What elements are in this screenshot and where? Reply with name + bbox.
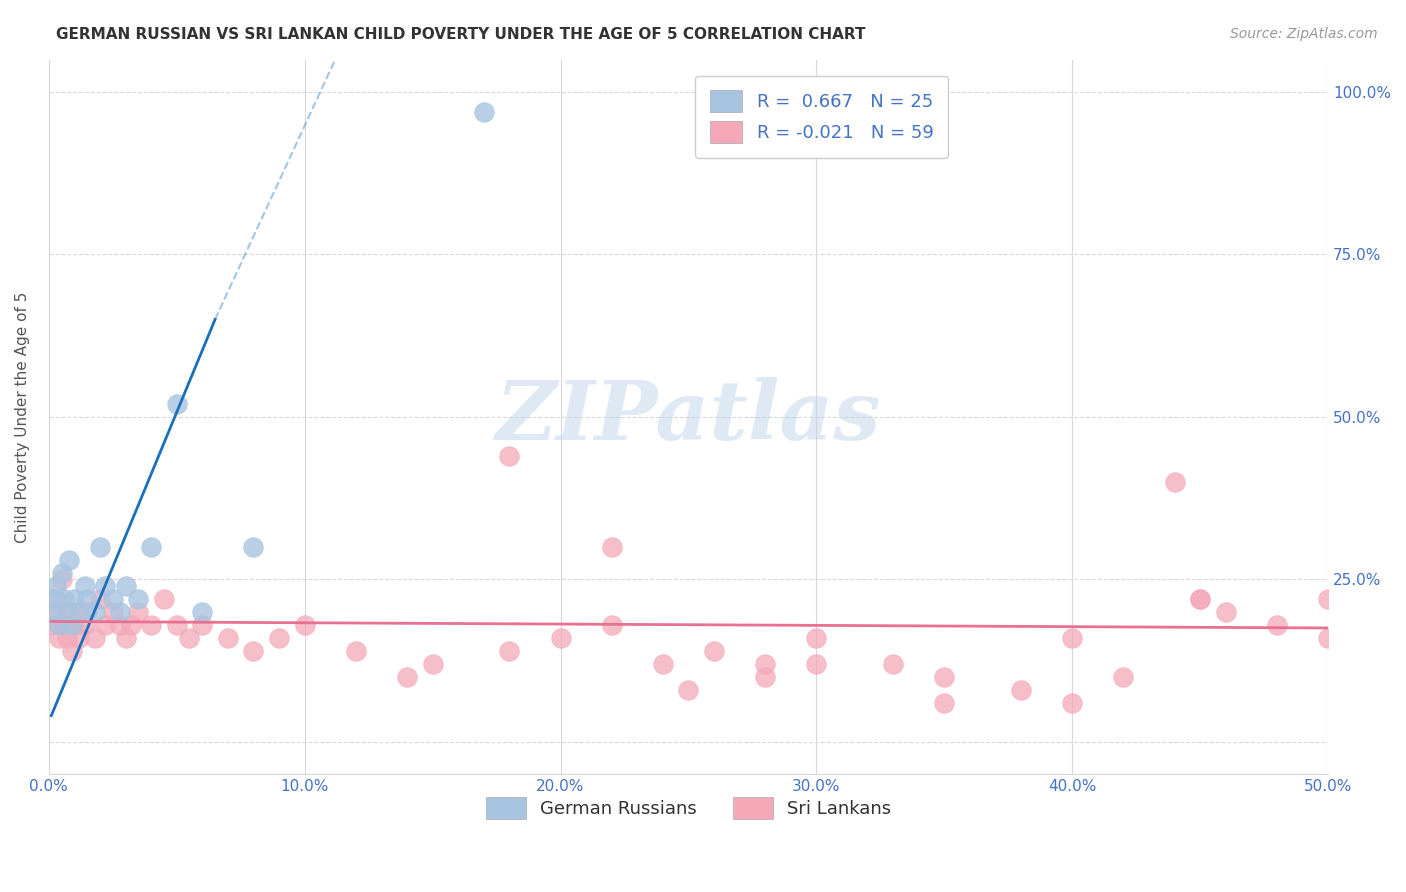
Point — [51, 566, 73, 580]
Point — [1317, 631, 1340, 645]
Point — [166, 617, 188, 632]
Point — [242, 540, 264, 554]
Point — [110, 617, 132, 632]
Point — [83, 631, 105, 645]
Point — [89, 591, 111, 606]
Point — [422, 657, 444, 671]
Point — [498, 449, 520, 463]
Point — [48, 617, 70, 632]
Point — [45, 591, 67, 606]
Point — [1112, 670, 1135, 684]
Point — [191, 605, 214, 619]
Point — [89, 540, 111, 554]
Point — [76, 591, 98, 606]
Point — [73, 617, 96, 632]
Point — [114, 579, 136, 593]
Point — [806, 631, 828, 645]
Point — [1010, 682, 1032, 697]
Point — [51, 572, 73, 586]
Point — [42, 591, 65, 606]
Point — [58, 553, 80, 567]
Point — [73, 579, 96, 593]
Point — [127, 591, 149, 606]
Point — [101, 605, 124, 619]
Point — [754, 657, 776, 671]
Point — [179, 631, 201, 645]
Point — [139, 617, 162, 632]
Point — [110, 605, 132, 619]
Point — [101, 591, 124, 606]
Point — [94, 579, 117, 593]
Point — [703, 643, 725, 657]
Y-axis label: Child Poverty Under the Age of 5: Child Poverty Under the Age of 5 — [15, 291, 30, 542]
Point — [69, 605, 91, 619]
Point — [83, 605, 105, 619]
Point — [114, 631, 136, 645]
Point — [60, 617, 83, 632]
Text: ZIPatlas: ZIPatlas — [496, 376, 882, 457]
Point — [242, 643, 264, 657]
Point — [153, 591, 176, 606]
Point — [127, 605, 149, 619]
Point — [472, 104, 495, 119]
Point — [754, 670, 776, 684]
Point — [55, 605, 77, 619]
Point — [678, 682, 700, 697]
Point — [882, 657, 904, 671]
Point — [550, 631, 572, 645]
Point — [60, 643, 83, 657]
Point — [651, 657, 673, 671]
Point — [498, 643, 520, 657]
Point — [1062, 631, 1084, 645]
Point — [69, 631, 91, 645]
Point — [63, 617, 86, 632]
Point — [267, 631, 290, 645]
Point — [53, 617, 76, 632]
Point — [1215, 605, 1237, 619]
Point — [191, 617, 214, 632]
Point — [600, 540, 623, 554]
Point — [934, 696, 956, 710]
Point — [806, 657, 828, 671]
Point — [58, 605, 80, 619]
Legend: German Russians, Sri Lankans: German Russians, Sri Lankans — [478, 789, 898, 826]
Point — [42, 605, 65, 619]
Point — [395, 670, 418, 684]
Point — [94, 617, 117, 632]
Point — [55, 631, 77, 645]
Point — [1189, 591, 1212, 606]
Point — [139, 540, 162, 554]
Point — [45, 579, 67, 593]
Point — [48, 631, 70, 645]
Point — [1189, 591, 1212, 606]
Point — [1062, 696, 1084, 710]
Point — [1317, 591, 1340, 606]
Point — [1163, 475, 1185, 489]
Point — [39, 617, 62, 632]
Text: Source: ZipAtlas.com: Source: ZipAtlas.com — [1230, 27, 1378, 41]
Point — [63, 591, 86, 606]
Point — [76, 605, 98, 619]
Point — [934, 670, 956, 684]
Point — [120, 617, 142, 632]
Point — [294, 617, 316, 632]
Point — [39, 605, 62, 619]
Point — [600, 617, 623, 632]
Point — [217, 631, 239, 645]
Point — [344, 643, 367, 657]
Text: GERMAN RUSSIAN VS SRI LANKAN CHILD POVERTY UNDER THE AGE OF 5 CORRELATION CHART: GERMAN RUSSIAN VS SRI LANKAN CHILD POVER… — [56, 27, 866, 42]
Point — [166, 397, 188, 411]
Point — [1265, 617, 1288, 632]
Point — [53, 591, 76, 606]
